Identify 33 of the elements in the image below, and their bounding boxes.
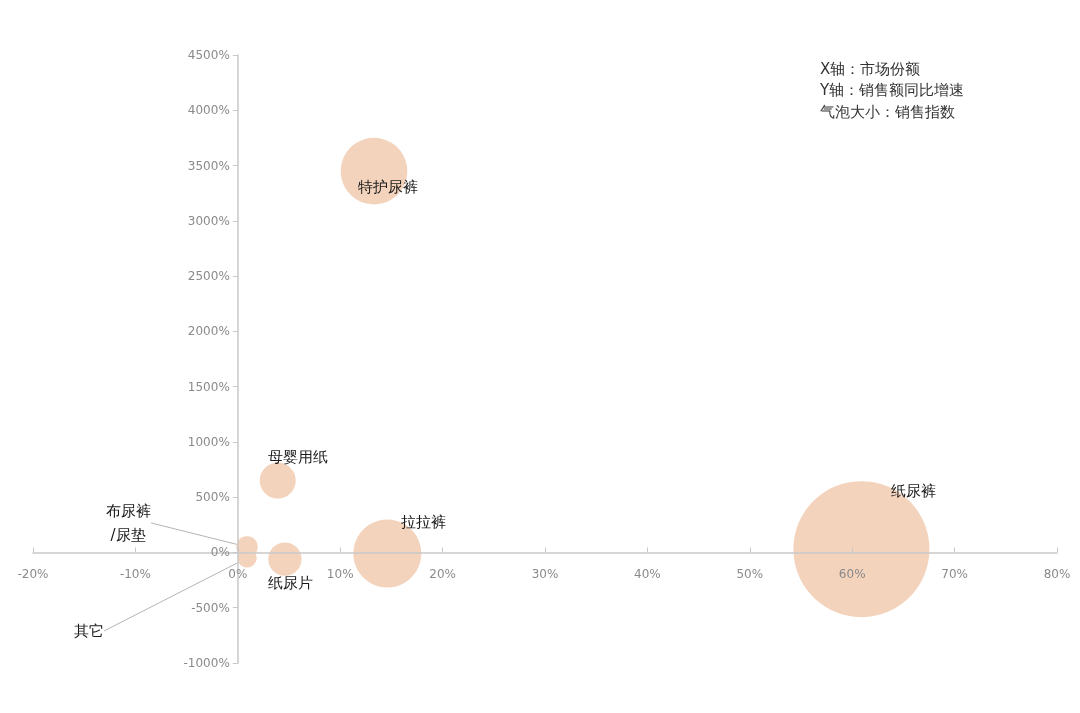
- y-tick-label: 4500%: [187, 48, 230, 62]
- y-tick-label: 2000%: [187, 324, 230, 339]
- series-label: 纸尿裤: [891, 482, 937, 501]
- annotation: X轴：市场份额: [820, 59, 921, 78]
- series-label: 特护尿裤: [357, 178, 418, 197]
- x-tick-label: -10%: [119, 567, 151, 582]
- y-tick-label: 500%: [195, 490, 230, 505]
- text: 其它: [74, 621, 105, 640]
- annotation: Y轴：销售额同比增速: [819, 81, 965, 99]
- y-tick-label: 3500%: [187, 158, 230, 173]
- annotation: 气泡大小：销售指数: [820, 102, 955, 121]
- y-tick-label: 0%: [210, 545, 230, 560]
- x-tick-label: 50%: [736, 567, 764, 582]
- x-tick-label: 10%: [326, 567, 354, 582]
- x-tick-label: 30%: [531, 567, 559, 582]
- series-label: 纸尿片: [267, 574, 313, 593]
- text: 布尿裤/尿垫: [105, 501, 151, 544]
- x-tick-label: 70%: [941, 567, 968, 582]
- x-tick-label: 40%: [634, 567, 661, 582]
- y-tick-label: 3000%: [187, 213, 230, 228]
- x-tick-label: 20%: [429, 567, 456, 582]
- y-tick-label: -1000%: [183, 656, 230, 670]
- x-tick-label: 60%: [838, 567, 866, 582]
- y-tick-label: 1000%: [187, 434, 230, 449]
- x-tick-label: 0%: [228, 567, 248, 582]
- y-tick-label: -500%: [191, 600, 230, 615]
- x-tick-label: -20%: [17, 567, 49, 582]
- series-label: 母婴用纸: [267, 447, 328, 466]
- series-label: 拉拉裤: [401, 512, 447, 531]
- y-tick-label: 1500%: [187, 379, 230, 394]
- x-tick-label: 80%: [1043, 567, 1071, 582]
- y-tick-label: 2500%: [187, 269, 230, 284]
- y-tick-label: 4000%: [187, 103, 230, 118]
